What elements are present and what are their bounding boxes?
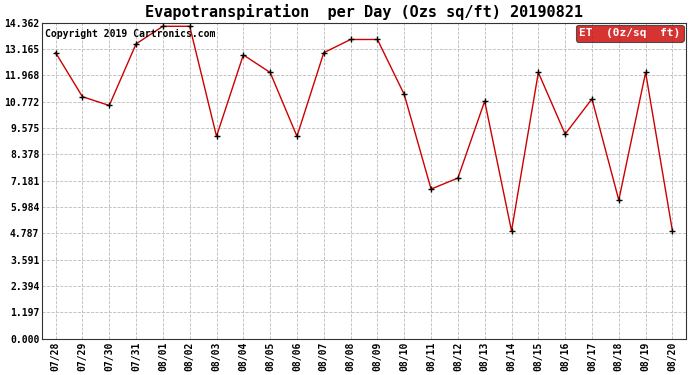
Text: Copyright 2019 Cartronics.com: Copyright 2019 Cartronics.com <box>46 29 216 39</box>
Title: Evapotranspiration  per Day (Ozs sq/ft) 20190821: Evapotranspiration per Day (Ozs sq/ft) 2… <box>145 4 583 20</box>
Legend: ET  (0z/sq  ft): ET (0z/sq ft) <box>575 25 684 42</box>
